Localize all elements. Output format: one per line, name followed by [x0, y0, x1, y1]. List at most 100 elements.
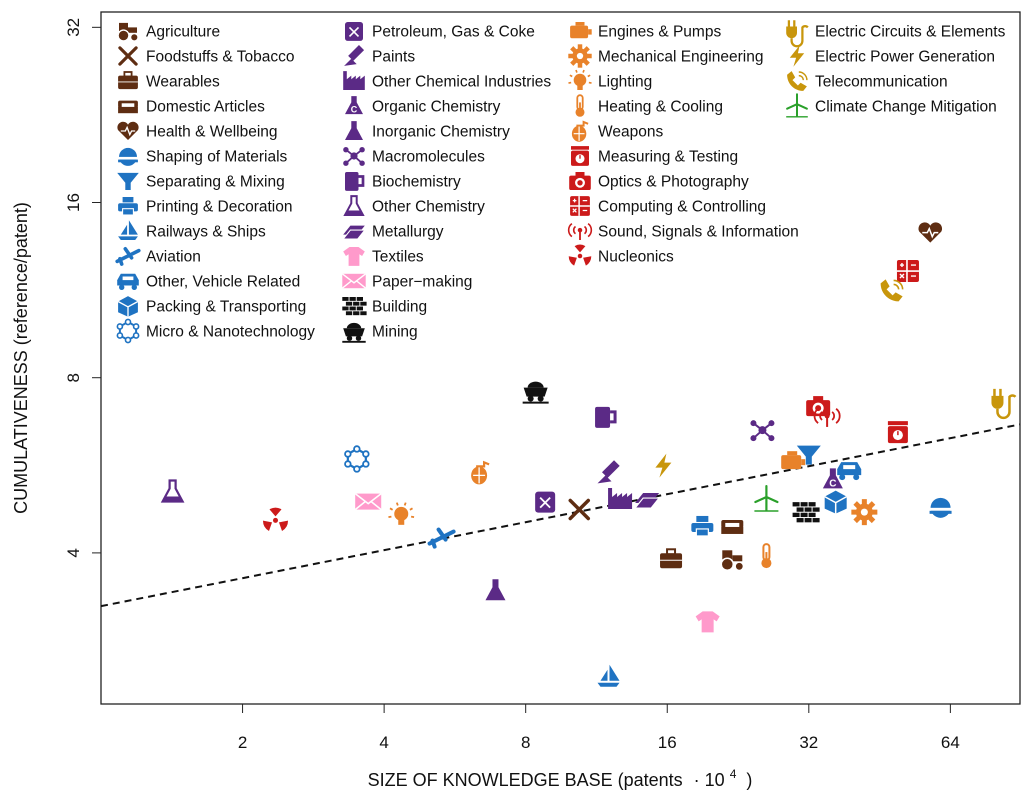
legend-item: Biochemistry [345, 172, 461, 191]
legend-label: Building [372, 299, 427, 316]
point-mechanical-engineering [851, 499, 878, 526]
point-telecommunication [880, 279, 904, 302]
legend-item: Climate Change Mitigation [786, 93, 997, 118]
legend-item: Textiles [343, 247, 424, 266]
x-axis-title: SIZE OF KNOWLEDGE BASE (patents · 10 4 ) [368, 762, 753, 790]
legend-label: Measuring & Testing [598, 149, 738, 166]
legend-item: Domestic Articles [118, 99, 265, 116]
legend-item: Metallurgy [342, 224, 444, 241]
legend-item: Separating & Mixing [117, 172, 285, 191]
flask-outline-icon [343, 195, 365, 216]
y-tick-label: 32 [64, 18, 83, 37]
legend-item: Weapons [571, 120, 663, 142]
molecule-ring-icon [116, 318, 140, 344]
point-organic-chemistry: C [822, 468, 843, 489]
legend-item: Aviation [115, 246, 201, 266]
legend-label: Textiles [372, 249, 424, 266]
box-icon [117, 296, 139, 317]
legend-item: Electric Power Generation [789, 45, 995, 67]
heart-icon [117, 121, 139, 140]
calculator-icon [570, 196, 590, 216]
point-other-vehicle-related [837, 462, 862, 481]
x-axis-title-text: SIZE OF KNOWLEDGE BASE (patents [368, 770, 683, 790]
point-shaping-of-materials [928, 497, 953, 518]
legend-label: Paper−making [372, 274, 472, 291]
legend-label: Other Chemical Industries [372, 74, 551, 91]
x-tick-label: 32 [799, 733, 818, 752]
mine-cart-icon [342, 322, 366, 343]
point-domestic-articles [721, 519, 744, 534]
point-weapons [471, 460, 490, 485]
point-mining [522, 381, 549, 404]
legend-item: Health & Wellbeing [117, 121, 278, 141]
lightning-icon [789, 45, 805, 67]
legend-item: Nucleonics [568, 244, 674, 266]
legend-item: Petroleum, Gas & Coke [345, 22, 535, 41]
legend-label: Shaping of Materials [146, 149, 288, 166]
point-heating-cooling [761, 543, 772, 569]
legend-item: Shaping of Materials [117, 147, 288, 166]
point-macromolecules [750, 420, 775, 442]
briefcase-icon [118, 71, 138, 90]
legend-item: Optics & Photography [569, 172, 749, 191]
point-other-chemistry [160, 479, 185, 503]
gear-icon [568, 44, 592, 68]
plug-icon [786, 20, 809, 48]
saw-blade-icon [117, 147, 139, 166]
legend-label: Macromolecules [372, 149, 485, 166]
point-lighting [388, 502, 415, 525]
legend-label: Metallurgy [372, 224, 444, 241]
sailboat-icon [118, 220, 138, 240]
y-axis: 4 8 16 32 [64, 18, 101, 558]
legend-item: Telecommunication [787, 71, 948, 91]
legend-item: Paper−making [341, 273, 472, 291]
point-packing-transporting [824, 490, 848, 514]
legend-label: Engines & Pumps [598, 24, 721, 41]
legend-item: Micro & Nanotechnology [116, 318, 315, 344]
legend-label: Health & Wellbeing [146, 124, 278, 141]
point-paints [597, 460, 620, 484]
legend-label: Computing & Controlling [598, 199, 766, 216]
grenade-icon [571, 120, 589, 142]
legend-label: Aviation [146, 249, 201, 266]
camera-icon [569, 172, 591, 190]
x-tick-label: 2 [238, 733, 247, 752]
car-icon [117, 273, 139, 290]
legend-item: Railways & Ships [118, 220, 266, 241]
x-axis-title-exponent: 4 [730, 767, 737, 781]
point-agriculture [720, 550, 744, 572]
x-axis: 2 4 8 16 32 64 [238, 703, 960, 752]
mug-icon [345, 172, 365, 191]
point-paper-making [354, 492, 382, 511]
legend-label: Heating & Cooling [598, 99, 723, 116]
data-points: C [160, 222, 1017, 687]
wind-turbine-icon [786, 93, 808, 118]
x-tick-label: 4 [379, 733, 388, 752]
legend-item: Mechanical Engineering [568, 44, 763, 68]
legend-label: Railways & Ships [146, 224, 266, 241]
x-tick-label: 8 [521, 733, 530, 752]
y-tick-label: 4 [64, 548, 83, 557]
point-foodstuffs-tobacco [568, 498, 591, 521]
airplane-icon [115, 246, 141, 266]
legend-item: Mining [342, 322, 418, 343]
svg-text:C: C [351, 104, 358, 114]
legend-label: Printing & Decoration [146, 199, 292, 216]
point-aviation [427, 527, 456, 549]
flask-c-icon: C [345, 96, 363, 114]
legend-label: Micro & Nanotechnology [146, 324, 315, 341]
legend-label: Packing & Transporting [146, 299, 306, 316]
y-tick-label: 16 [64, 193, 83, 212]
legend-label: Mining [372, 324, 418, 341]
legend-item: Heating & Cooling [575, 94, 723, 117]
legend-item: Paints [344, 45, 415, 66]
legend-label: Foodstuffs & Tobacco [146, 49, 295, 66]
legend: Agriculture Foodstuffs & Tobacco Wearables… [115, 20, 1006, 344]
legend-label: Wearables [146, 74, 220, 91]
point-printing-decoration [691, 515, 714, 537]
legend-label: Mechanical Engineering [598, 49, 763, 66]
plot-frame [100, 11, 1021, 705]
legend-label: Weapons [598, 124, 663, 141]
legend-item: Agriculture [117, 22, 220, 42]
